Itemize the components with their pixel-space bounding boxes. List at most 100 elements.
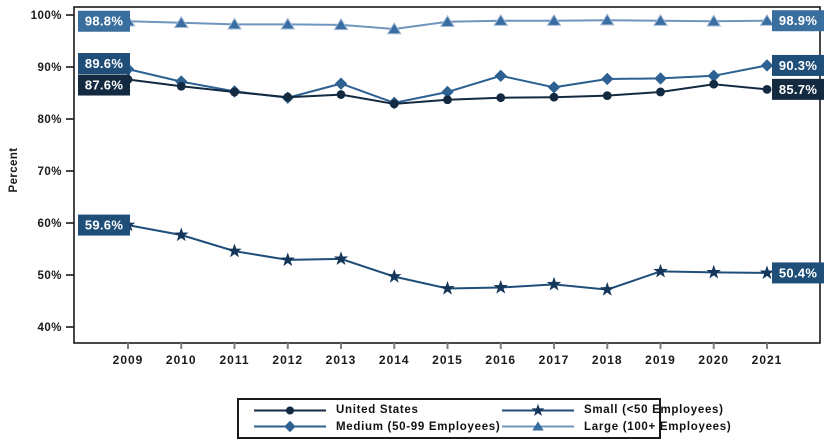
y-tick-label: 70% bbox=[37, 166, 62, 178]
data-point-marker bbox=[174, 227, 189, 242]
legend-marker-line bbox=[502, 403, 574, 416]
series-value-label: 89.6% bbox=[85, 56, 124, 71]
data-point-marker bbox=[333, 17, 349, 31]
legend-marker-line bbox=[502, 421, 574, 431]
data-point-marker bbox=[440, 14, 455, 27]
x-tick-label: 2017 bbox=[539, 353, 570, 367]
data-point-marker bbox=[386, 22, 402, 35]
series-value-label: 85.7% bbox=[779, 82, 818, 97]
diamond-marker-icon bbox=[253, 419, 327, 434]
plot-frame bbox=[73, 6, 821, 344]
series-value-label-box bbox=[772, 262, 824, 284]
x-tick-label: 2009 bbox=[113, 353, 144, 367]
data-point-marker bbox=[653, 263, 668, 278]
data-point-marker bbox=[493, 13, 509, 26]
y-tick-label: 90% bbox=[37, 62, 62, 74]
series-value-label: 98.9% bbox=[779, 13, 818, 28]
data-point-marker bbox=[336, 90, 346, 99]
legend-label: Small (<50 Employees) bbox=[584, 404, 724, 417]
data-point-marker bbox=[333, 251, 349, 266]
data-point-marker bbox=[600, 281, 615, 296]
data-point-marker bbox=[599, 13, 615, 26]
series-value-label: 90.3% bbox=[779, 58, 818, 73]
legend: United States Small (<50 Employees) Medi… bbox=[237, 398, 731, 439]
legend-item-large: Large (100+ Employees) bbox=[501, 419, 731, 434]
series-value-label-box bbox=[78, 74, 130, 96]
data-point-marker bbox=[546, 13, 562, 26]
triangle-marker-icon bbox=[501, 419, 575, 434]
legend-label: Medium (50-99 Employees) bbox=[336, 420, 501, 433]
data-point-marker bbox=[230, 87, 239, 97]
legend-label: Large (100+ Employees) bbox=[584, 420, 732, 433]
data-point-marker bbox=[440, 280, 455, 295]
series-value-label-box bbox=[78, 10, 130, 32]
y-tick-label: 40% bbox=[37, 322, 62, 334]
star-marker-icon bbox=[501, 403, 575, 418]
data-point-marker bbox=[173, 15, 189, 28]
data-point-marker bbox=[280, 252, 295, 267]
data-point-marker bbox=[709, 79, 719, 89]
data-point-marker bbox=[227, 243, 242, 258]
data-point-marker bbox=[547, 81, 561, 94]
x-tick-label: 2021 bbox=[752, 353, 783, 367]
circle-marker-icon bbox=[253, 403, 327, 418]
data-point-marker bbox=[656, 87, 665, 97]
data-point-marker bbox=[443, 95, 452, 105]
series-line bbox=[127, 224, 768, 291]
legend-item-united-states: United States bbox=[253, 403, 501, 418]
data-point-marker bbox=[496, 93, 506, 103]
series-value-label-box bbox=[772, 78, 824, 100]
data-point-marker bbox=[389, 99, 399, 109]
data-point-marker bbox=[493, 279, 508, 294]
data-point-marker bbox=[546, 276, 562, 291]
x-tick-label: 2014 bbox=[379, 353, 410, 367]
x-tick-label: 2019 bbox=[645, 353, 676, 367]
x-tick-label: 2015 bbox=[432, 353, 463, 367]
data-point-marker bbox=[760, 59, 774, 72]
data-point-marker bbox=[602, 91, 612, 100]
data-point-marker bbox=[601, 72, 614, 86]
series-value-label-box bbox=[78, 53, 130, 75]
data-point-marker bbox=[759, 13, 775, 26]
data-point-marker bbox=[283, 92, 293, 102]
x-tick-label: 2011 bbox=[219, 353, 249, 367]
data-point-marker bbox=[280, 17, 296, 30]
x-tick-label: 2016 bbox=[485, 353, 516, 367]
series-value-label-box bbox=[772, 10, 824, 32]
chart-plot-area: 40% 50% 60% 70% 80% 90% 100% 2009 2010 2011 2012 20… bbox=[31, 6, 824, 367]
x-tick-label: 2012 bbox=[272, 353, 303, 367]
y-tick-label: 60% bbox=[37, 218, 62, 230]
data-point-marker bbox=[759, 265, 775, 280]
x-tick-label: 2013 bbox=[326, 353, 357, 367]
data-point-marker bbox=[334, 77, 348, 90]
data-point-marker bbox=[549, 92, 559, 102]
legend-item-small: Small (<50 Employees) bbox=[501, 403, 731, 418]
series-value-label-box bbox=[772, 54, 824, 76]
legend-marker-line bbox=[254, 421, 326, 433]
x-tick-label: 2018 bbox=[592, 353, 623, 367]
data-point-marker bbox=[653, 13, 668, 26]
legend-marker-line bbox=[254, 406, 326, 415]
series-value-label: 98.8% bbox=[85, 14, 124, 29]
data-point-marker bbox=[441, 85, 454, 99]
data-point-marker bbox=[176, 81, 186, 91]
data-point-marker bbox=[706, 14, 722, 27]
x-tick-label: 2010 bbox=[166, 353, 197, 367]
series-value-label: 59.6% bbox=[85, 218, 124, 233]
legend-label: United States bbox=[336, 404, 419, 417]
data-point-marker bbox=[707, 69, 720, 83]
y-tick-label: 80% bbox=[37, 114, 62, 126]
data-point-marker bbox=[654, 72, 667, 85]
series-value-label: 87.6% bbox=[85, 78, 124, 93]
y-tick-label: 50% bbox=[37, 270, 62, 282]
y-tick-label: 100% bbox=[31, 10, 62, 22]
data-point-marker bbox=[494, 69, 507, 83]
x-tick-label: 2020 bbox=[698, 353, 729, 367]
data-point-marker bbox=[387, 268, 402, 283]
data-point-marker bbox=[706, 264, 721, 279]
data-point-marker bbox=[762, 84, 772, 94]
legend-item-medium: Medium (50-99 Employees) bbox=[253, 419, 501, 434]
data-point-marker bbox=[175, 75, 188, 88]
data-point-marker bbox=[227, 17, 242, 30]
